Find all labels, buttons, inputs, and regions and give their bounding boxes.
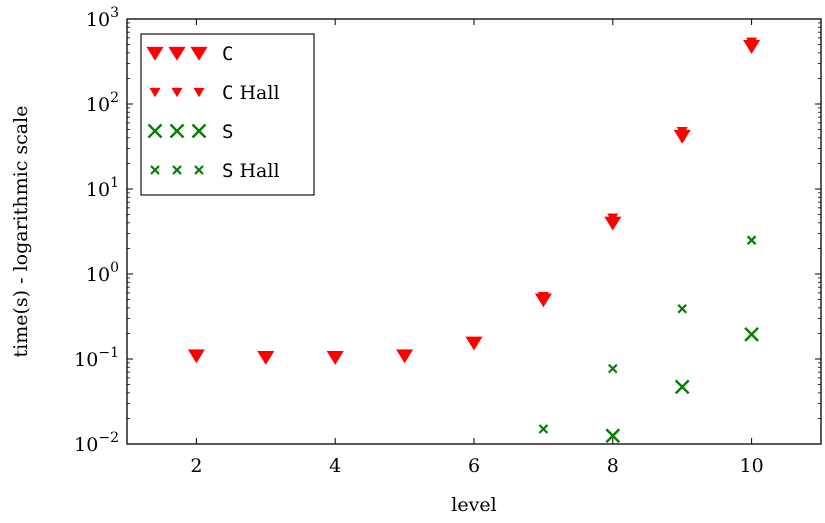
legend-entry-label: S [222, 121, 233, 143]
y-tick-label: 10−2 [74, 430, 119, 456]
data-point-series-1 [257, 351, 275, 365]
legend-marker-3 [191, 123, 207, 139]
y-axis-label: time(s) - logarithmic scale [10, 106, 32, 358]
y-tick-label: 102 [86, 90, 119, 116]
legend-marker-2 [171, 87, 183, 98]
legend-marker-4 [172, 165, 182, 175]
y-tick-label: 103 [86, 5, 119, 31]
legend-entry-label: C [222, 43, 233, 65]
data-point-series-3 [605, 428, 621, 444]
x-tick-label: 2 [190, 455, 202, 477]
data-point-series-1 [396, 349, 414, 364]
data-point-series-2 [746, 37, 758, 48]
data-point-series-2 [607, 213, 619, 223]
data-point-series-3 [674, 379, 690, 395]
data-point-series-1 [326, 351, 344, 365]
y-tick-label: 10−1 [74, 345, 119, 371]
data-point-series-4 [538, 424, 549, 434]
x-tick-label: 4 [329, 455, 341, 477]
data-point-series-4 [608, 363, 618, 374]
data-point-series-4 [746, 235, 757, 245]
legend-marker-3 [169, 123, 185, 139]
x-tick-label: 8 [607, 455, 619, 477]
legend-entry-label: C Hall [222, 82, 280, 104]
data-point-series-2 [537, 291, 549, 302]
data-point-series-1 [187, 349, 205, 364]
legend-marker-1 [190, 46, 208, 61]
legend-marker-4 [194, 165, 204, 175]
data-point-series-4 [677, 303, 687, 314]
legend-entry-label: S Hall [222, 160, 280, 182]
legend-marker-4 [150, 165, 160, 175]
x-tick-label: 6 [468, 455, 480, 477]
data-point-series-3 [744, 326, 759, 342]
legend-marker-2 [149, 87, 161, 98]
legend-marker-1 [146, 46, 164, 61]
y-tick-label: 100 [86, 260, 119, 286]
legend-marker-2 [193, 87, 205, 98]
x-tick-label: 10 [740, 455, 764, 477]
plot-axes: 2 4 6 8 10 10−2 10−1 100 101 102 103 [74, 5, 822, 477]
legend-box [140, 33, 315, 196]
data-point-series-1 [465, 336, 483, 351]
data-point-series-2 [676, 126, 688, 137]
x-axis-label: level [451, 494, 496, 516]
y-tick-label: 101 [86, 175, 119, 201]
legend-marker-1 [168, 46, 186, 61]
legend-marker-3 [147, 123, 163, 139]
legend: C C Hall S S Hall [140, 33, 315, 196]
plot-marks [187, 37, 761, 444]
